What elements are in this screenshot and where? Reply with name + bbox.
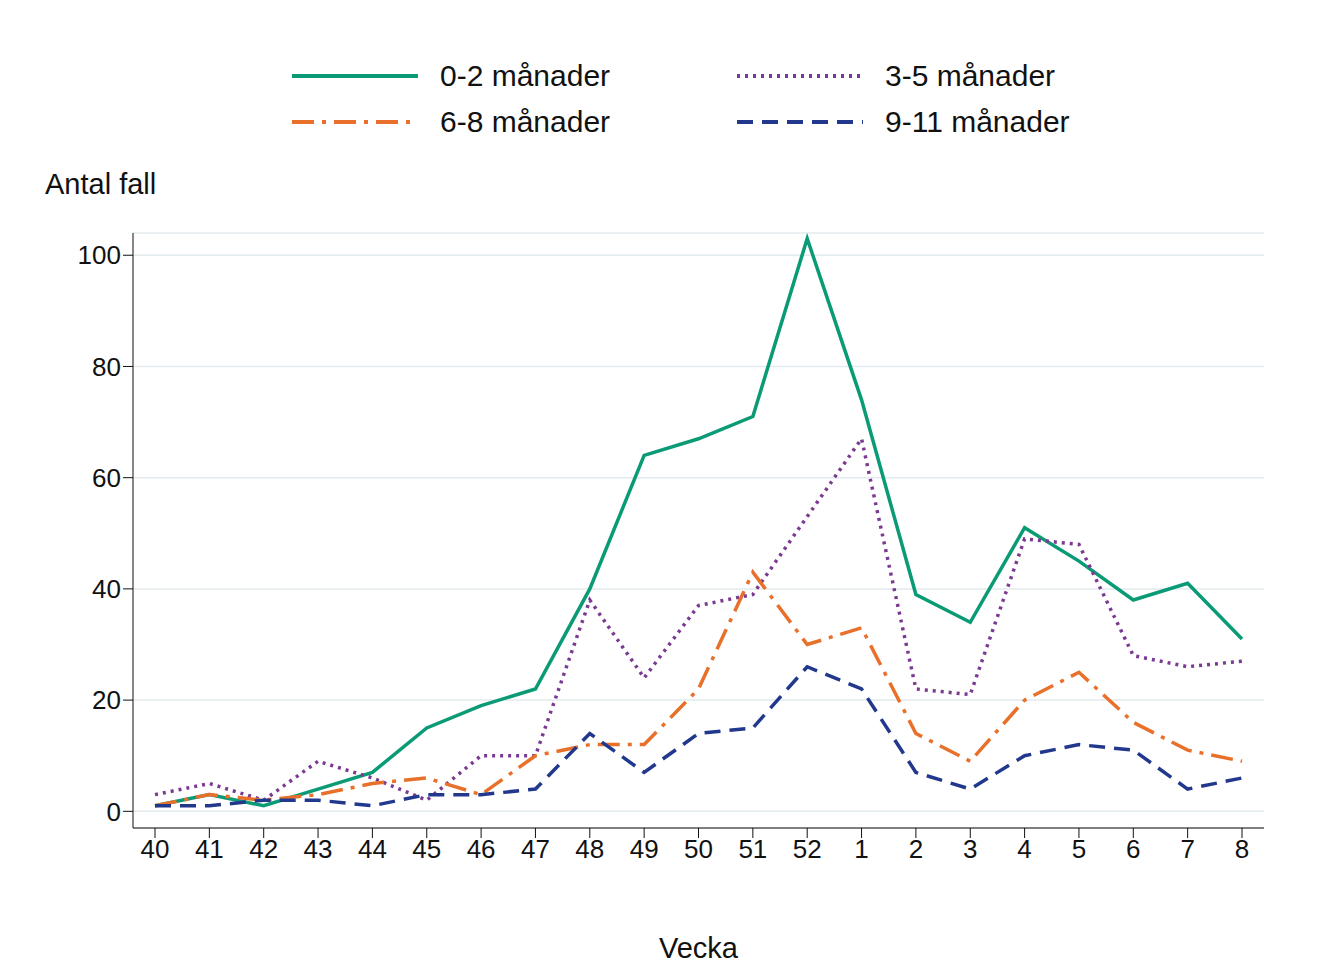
svg-text:Vecka: Vecka — [659, 932, 739, 964]
html-text:3-5 månader: 3-5 månader — [885, 59, 1056, 92]
svg-text:4: 4 — [1017, 834, 1031, 864]
svg-text:6: 6 — [1126, 834, 1140, 864]
svg-text:60: 60 — [92, 463, 121, 493]
svg-text:50: 50 — [684, 834, 713, 864]
svg-text:48: 48 — [575, 834, 604, 864]
svg-text:40: 40 — [92, 574, 121, 604]
svg-text:7: 7 — [1180, 834, 1194, 864]
svg-text:100: 100 — [78, 240, 121, 270]
svg-text:5: 5 — [1072, 834, 1086, 864]
svg-text:42: 42 — [249, 834, 278, 864]
svg-text:43: 43 — [304, 834, 333, 864]
html-text:9-11 månader: 9-11 månader — [885, 105, 1070, 138]
svg-text:41: 41 — [195, 834, 224, 864]
html-text:0-2 månader: 0-2 månader — [440, 59, 611, 92]
svg-text:49: 49 — [630, 834, 659, 864]
svg-text:52: 52 — [793, 834, 822, 864]
svg-text:0: 0 — [107, 797, 121, 827]
html-text:6-8 månader: 6-8 månader — [440, 105, 611, 138]
svg-text:3: 3 — [963, 834, 977, 864]
svg-text:1: 1 — [854, 834, 868, 864]
svg-text:8: 8 — [1235, 834, 1249, 864]
svg-text:44: 44 — [358, 834, 387, 864]
html-text:Antal fall: Antal fall — [45, 168, 157, 200]
svg-text:2: 2 — [909, 834, 923, 864]
svg-text:40: 40 — [141, 834, 170, 864]
svg-text:45: 45 — [412, 834, 441, 864]
svg-text:80: 80 — [92, 352, 121, 382]
svg-text:46: 46 — [467, 834, 496, 864]
svg-text:47: 47 — [521, 834, 550, 864]
svg-text:20: 20 — [92, 685, 121, 715]
svg-text:51: 51 — [738, 834, 767, 864]
